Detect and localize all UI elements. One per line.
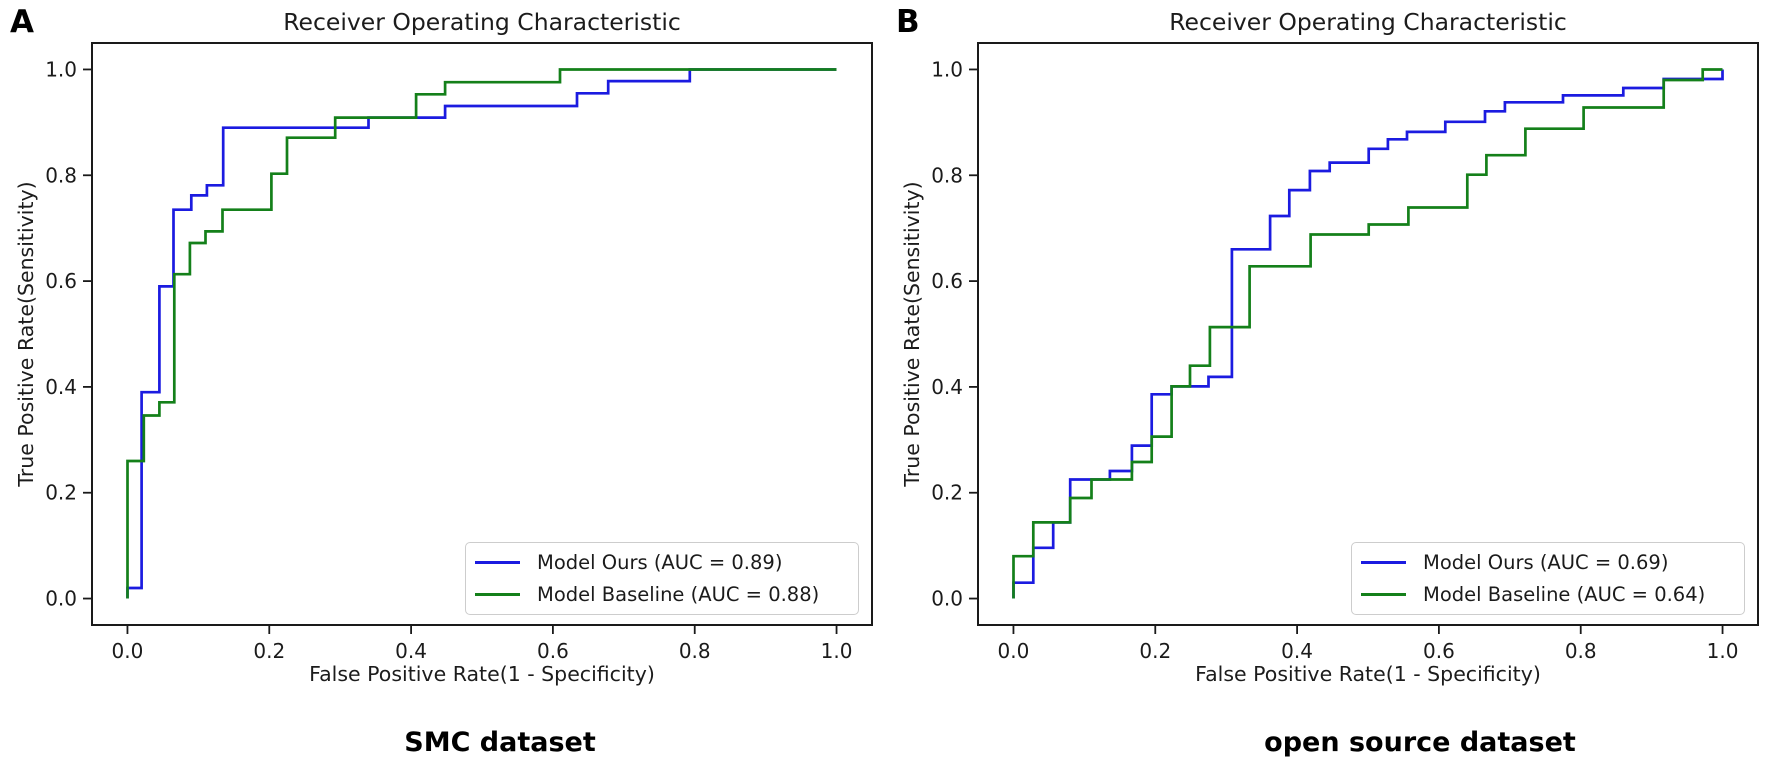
y-tick-label: 0.8 (931, 163, 963, 187)
legend-label: Model Baseline (AUC = 0.64) (1423, 583, 1706, 607)
legend-label: Model Ours (AUC = 0.69) (1423, 550, 1669, 574)
legend-item-ours: Model Ours (AUC = 0.89) (466, 547, 858, 577)
x-tick-label: 0.4 (1281, 639, 1313, 663)
x-axis-label: False Positive Rate(1 - Specificity) (309, 662, 655, 686)
legend-item-ours: Model Ours (AUC = 0.69) (1352, 547, 1744, 577)
panel-letter: B (896, 4, 921, 40)
y-tick-label: 1.0 (931, 57, 963, 81)
x-tick-label: 1.0 (1707, 639, 1739, 663)
legend-line-swatch-baseline (1361, 593, 1406, 597)
y-tick-label: 0.2 (45, 481, 77, 505)
x-axis-label: False Positive Rate(1 - Specificity) (1195, 662, 1541, 686)
dataset-caption: SMC dataset (404, 727, 596, 758)
legend-line-swatch-ours (475, 560, 520, 564)
roc-curve-baseline (126, 68, 837, 599)
x-tick-label: 0.0 (112, 639, 144, 663)
x-tick-label: 0.6 (537, 639, 569, 663)
plot-frame (977, 42, 1759, 626)
y-tick-label: 0.6 (45, 269, 77, 293)
panel-smc: A Receiver Operating Characteristic True… (10, 4, 873, 758)
panel-letter: A (10, 4, 35, 40)
x-tick-label: 0.2 (253, 639, 285, 663)
roc-plot: 0.0 0.2 0.4 0.6 0.8 1.0 0.0 0.2 0.4 0.6 0.8 1.0 (931, 42, 1759, 663)
y-tick-label: 0.0 (45, 587, 77, 611)
roc-curve-baseline (1012, 68, 1723, 599)
x-tick-label: 0.2 (1139, 639, 1171, 663)
roc-curve-ours (126, 68, 837, 599)
y-tick-label: 0.8 (45, 163, 77, 187)
y-tick-label: 0.0 (931, 587, 963, 611)
x-tick-label: 0.0 (998, 639, 1030, 663)
y-tick-label: 0.4 (931, 375, 963, 399)
y-tick-label: 0.4 (45, 375, 77, 399)
legend: Model Ours (AUC = 0.69) Model Baseline (… (1351, 542, 1745, 615)
roc-plot: 0.0 0.2 0.4 0.6 0.8 1.0 0.0 0.2 0.4 0.6 0.8 1.0 (45, 42, 873, 663)
x-tick-label: 0.8 (679, 639, 711, 663)
x-tick-label: 0.6 (1423, 639, 1455, 663)
legend-item-baseline: Model Baseline (AUC = 0.64) (1352, 580, 1744, 610)
plot-frame (91, 42, 873, 626)
legend-line-swatch-ours (1361, 560, 1406, 564)
x-tick-label: 1.0 (821, 639, 853, 663)
y-tick-label: 0.6 (931, 269, 963, 293)
x-tick-label: 0.8 (1565, 639, 1597, 663)
legend-line-swatch-baseline (475, 593, 520, 597)
x-tick-label: 0.4 (395, 639, 427, 663)
y-tick-label: 0.2 (931, 481, 963, 505)
dataset-caption: open source dataset (1264, 727, 1576, 758)
legend-label: Model Ours (AUC = 0.89) (537, 550, 783, 574)
legend: Model Ours (AUC = 0.89) Model Baseline (… (465, 542, 859, 615)
legend-label: Model Baseline (AUC = 0.88) (537, 583, 820, 607)
plot-title: Receiver Operating Characteristic (1169, 8, 1567, 36)
legend-item-baseline: Model Baseline (AUC = 0.88) (466, 580, 858, 610)
roc-curve-ours (1012, 69, 1724, 599)
plot-title: Receiver Operating Characteristic (283, 8, 681, 36)
panel-open-source: B Receiver Operating Characteristic True… (886, 0, 1772, 776)
y-tick-label: 1.0 (45, 57, 77, 81)
